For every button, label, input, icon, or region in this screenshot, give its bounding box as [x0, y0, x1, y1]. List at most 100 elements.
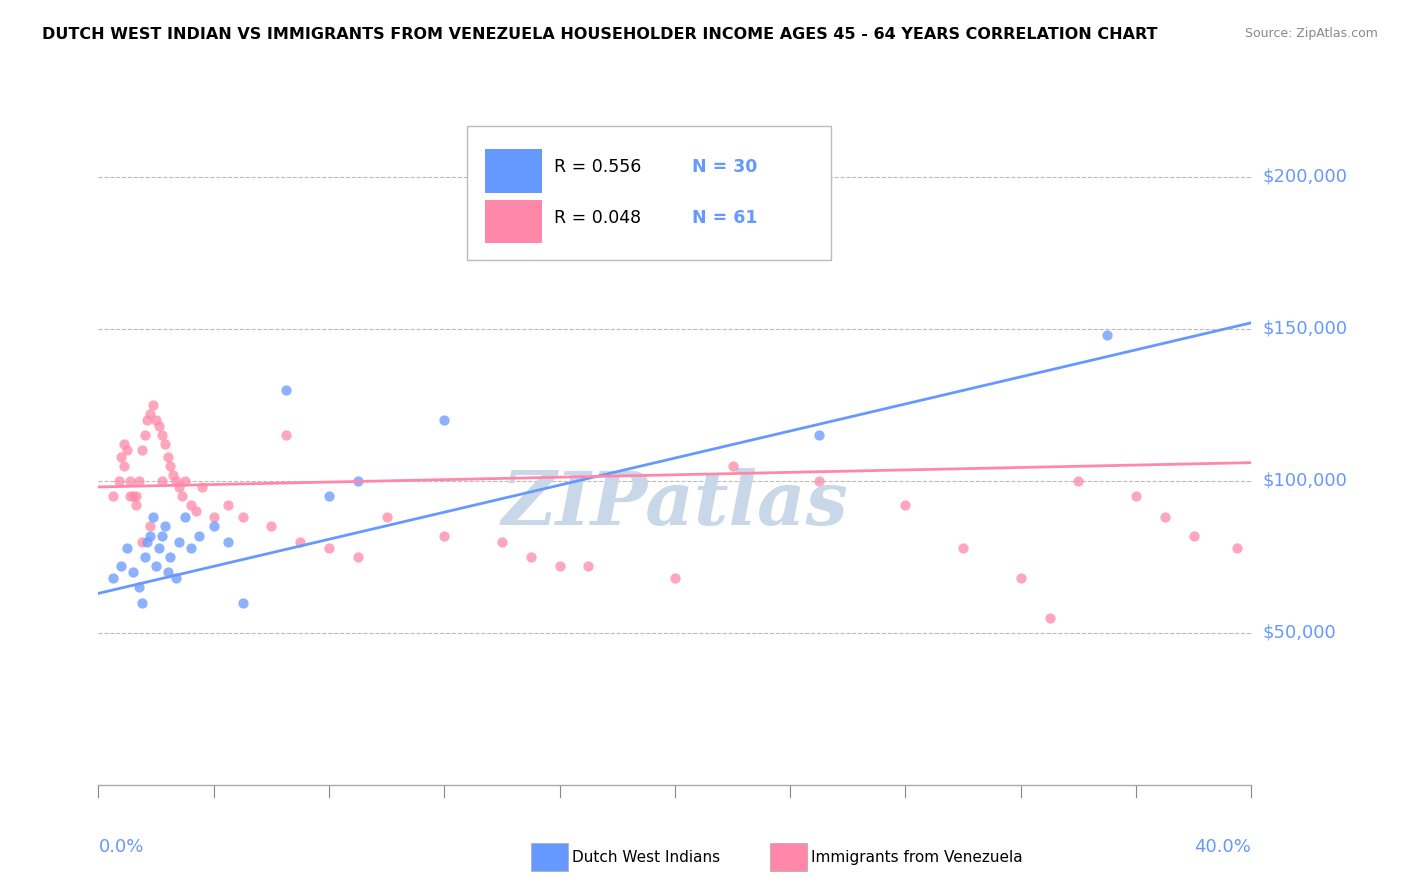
FancyBboxPatch shape [485, 200, 543, 244]
Text: 0.0%: 0.0% [98, 838, 143, 856]
Point [117, 443, 138, 458]
Point [165, 571, 187, 585]
Point [433, 528, 456, 542]
Point [1226, 541, 1249, 555]
Point [159, 549, 181, 564]
Point [375, 510, 398, 524]
Point [150, 428, 173, 442]
Point [491, 534, 513, 549]
Text: 40.0%: 40.0% [1195, 838, 1251, 856]
Point [167, 480, 190, 494]
Point [162, 467, 184, 482]
Text: N = 61: N = 61 [692, 209, 758, 227]
Point [148, 419, 170, 434]
Point [131, 443, 153, 458]
Point [153, 519, 176, 533]
Point [807, 428, 830, 442]
Point [145, 559, 167, 574]
Point [202, 510, 225, 524]
Point [110, 450, 132, 464]
Point [128, 474, 150, 488]
Point [174, 474, 197, 488]
Point [120, 474, 142, 488]
Text: Source: ZipAtlas.com: Source: ZipAtlas.com [1244, 27, 1378, 40]
Point [136, 534, 159, 549]
Point [139, 528, 162, 542]
Text: Immigrants from Venezuela: Immigrants from Venezuela [811, 850, 1024, 864]
Text: DUTCH WEST INDIAN VS IMMIGRANTS FROM VENEZUELA HOUSEHOLDER INCOME AGES 45 - 64 Y: DUTCH WEST INDIAN VS IMMIGRANTS FROM VEN… [42, 27, 1157, 42]
Point [1153, 510, 1175, 524]
Point [136, 413, 159, 427]
Point [191, 480, 214, 494]
Point [318, 489, 340, 503]
Point [231, 510, 254, 524]
Point [125, 498, 148, 512]
Text: $200,000: $200,000 [1263, 168, 1347, 186]
Point [520, 549, 543, 564]
Point [120, 489, 142, 503]
Point [156, 565, 179, 579]
Point [1038, 611, 1062, 625]
Text: $50,000: $50,000 [1263, 624, 1336, 642]
Point [131, 595, 153, 609]
Point [122, 565, 145, 579]
Point [721, 458, 744, 473]
FancyBboxPatch shape [467, 126, 831, 260]
Text: R = 0.048: R = 0.048 [554, 209, 641, 227]
Point [101, 571, 124, 585]
Point [139, 519, 162, 533]
Point [134, 549, 156, 564]
Point [290, 534, 312, 549]
Point [112, 458, 135, 473]
Point [139, 407, 162, 421]
Point [153, 437, 176, 451]
Point [131, 534, 153, 549]
Point [117, 541, 138, 555]
Text: ZIPatlas: ZIPatlas [502, 467, 848, 541]
Point [433, 413, 456, 427]
Point [180, 541, 202, 555]
Point [491, 200, 513, 214]
Point [142, 510, 165, 524]
Point [125, 489, 148, 503]
Text: N = 30: N = 30 [692, 159, 758, 177]
Point [145, 413, 167, 427]
Point [167, 534, 190, 549]
Point [578, 559, 600, 574]
Point [1067, 474, 1090, 488]
Point [807, 474, 830, 488]
Point [217, 534, 239, 549]
Point [174, 510, 197, 524]
Point [128, 580, 150, 594]
Point [148, 541, 170, 555]
Point [122, 489, 145, 503]
Point [274, 428, 297, 442]
Text: $100,000: $100,000 [1263, 472, 1347, 490]
Point [231, 595, 254, 609]
Point [318, 541, 340, 555]
Point [346, 474, 368, 488]
Point [1182, 528, 1205, 542]
Point [1125, 489, 1147, 503]
Point [274, 383, 297, 397]
Point [188, 528, 211, 542]
Text: Dutch West Indians: Dutch West Indians [572, 850, 720, 864]
Point [101, 489, 124, 503]
Point [112, 437, 135, 451]
Point [1097, 327, 1119, 342]
Point [202, 519, 225, 533]
Text: R = 0.556: R = 0.556 [554, 159, 641, 177]
Point [156, 450, 179, 464]
Point [548, 559, 571, 574]
Point [165, 474, 187, 488]
Point [894, 498, 917, 512]
Point [170, 489, 193, 503]
Point [217, 498, 239, 512]
Point [346, 549, 368, 564]
Point [142, 398, 165, 412]
Point [134, 428, 156, 442]
Point [260, 519, 283, 533]
Point [150, 528, 173, 542]
Point [107, 474, 129, 488]
Point [159, 458, 181, 473]
